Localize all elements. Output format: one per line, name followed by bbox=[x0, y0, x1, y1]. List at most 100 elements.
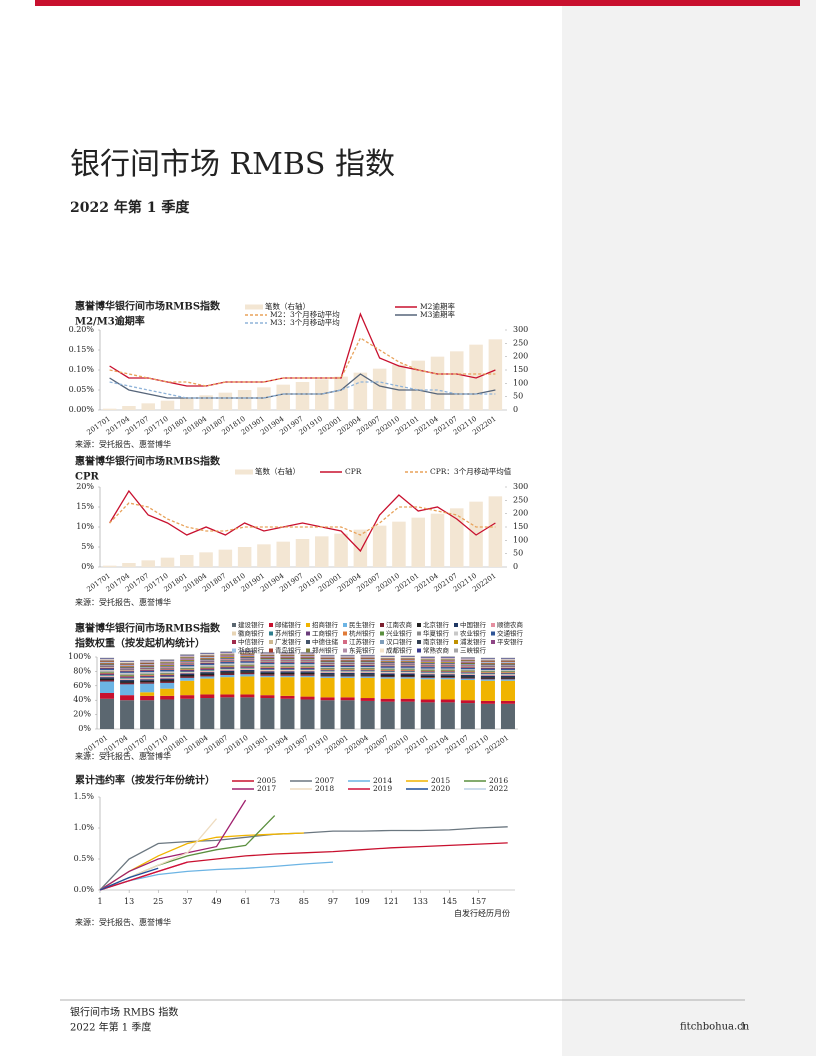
series-line bbox=[99, 861, 188, 891]
bar-segment bbox=[200, 663, 215, 665]
bar-segment bbox=[140, 673, 155, 675]
bar-segment bbox=[240, 652, 255, 654]
bar-segment bbox=[440, 677, 455, 678]
bar-segment bbox=[240, 655, 255, 657]
bar-segment bbox=[280, 677, 295, 696]
legend-label: 中德住储 bbox=[312, 637, 339, 646]
bar-segment bbox=[260, 657, 275, 658]
bar-segment bbox=[140, 667, 155, 669]
bar-segment bbox=[360, 664, 375, 666]
bar-segment bbox=[340, 662, 355, 663]
bar-segment bbox=[440, 669, 455, 671]
bar-segment bbox=[120, 662, 135, 663]
bar-segment bbox=[180, 680, 195, 696]
chart-title: 惠誉博华银行间市场RMBS指数 bbox=[75, 300, 221, 313]
bar-segment bbox=[400, 661, 415, 663]
series-line bbox=[99, 861, 334, 891]
bar-segment bbox=[320, 664, 335, 666]
bar-segment bbox=[480, 658, 495, 660]
bar-segment bbox=[360, 658, 375, 660]
bar-segment bbox=[260, 698, 275, 729]
bar-segment bbox=[480, 671, 495, 673]
x-tick-label: 73 bbox=[270, 897, 280, 906]
bar-segment bbox=[360, 677, 375, 699]
bar-segment bbox=[100, 664, 115, 665]
legend-label: CPR：3个月移动平均值 bbox=[430, 466, 512, 476]
bar-segment bbox=[240, 654, 255, 656]
bar-segment bbox=[160, 680, 175, 682]
legend-label: 2017 bbox=[257, 784, 276, 793]
legend-swatch bbox=[245, 304, 263, 310]
bar-segment bbox=[200, 654, 215, 655]
bar-segment bbox=[360, 660, 375, 662]
legend-label: CPR bbox=[345, 467, 362, 476]
bar bbox=[276, 541, 290, 567]
bar-segment bbox=[340, 667, 355, 668]
bar-segment bbox=[120, 665, 135, 667]
bar-segment bbox=[460, 659, 475, 661]
bar-segment bbox=[220, 659, 235, 661]
bar-segment bbox=[140, 670, 155, 673]
legend-label: 顺德农商 bbox=[497, 620, 524, 629]
bar-segment bbox=[180, 669, 195, 672]
bar-segment bbox=[480, 672, 495, 674]
bar-segment bbox=[240, 651, 255, 652]
bar-segment bbox=[340, 672, 355, 675]
bar-segment bbox=[120, 670, 135, 672]
bar-segment bbox=[220, 660, 235, 662]
bar-segment bbox=[440, 658, 455, 660]
bar-segment bbox=[340, 657, 355, 659]
legend-label: 2019 bbox=[373, 784, 392, 793]
bar-segment bbox=[360, 657, 375, 659]
bar-segment bbox=[500, 672, 515, 673]
bar-segment bbox=[440, 666, 455, 668]
bar-segment bbox=[300, 667, 315, 670]
bar-segment bbox=[280, 667, 295, 670]
legend-label: 2007 bbox=[315, 776, 334, 785]
bar-segment bbox=[480, 700, 495, 704]
bar-segment bbox=[260, 670, 275, 672]
bar-segment bbox=[240, 659, 255, 661]
y2-tick-label: 250 bbox=[513, 338, 528, 347]
bar-segment bbox=[240, 697, 255, 729]
bar-segment bbox=[280, 675, 295, 678]
bar-segment bbox=[320, 675, 335, 677]
bar-segment bbox=[220, 651, 235, 652]
bar-segment bbox=[160, 677, 175, 679]
legend-swatch bbox=[491, 631, 495, 636]
bar-segment bbox=[120, 660, 135, 662]
bar-segment bbox=[480, 675, 495, 676]
bar-segment bbox=[120, 662, 135, 664]
bar-segment bbox=[240, 656, 255, 657]
y-tick-label: 20% bbox=[73, 710, 91, 719]
bar-segment bbox=[360, 656, 375, 657]
bar-segment bbox=[380, 671, 395, 673]
bar-segment bbox=[120, 667, 135, 669]
bar-segment bbox=[200, 656, 215, 657]
footer-period: 2022 年第 1 季度 bbox=[70, 1021, 151, 1034]
bar-segment bbox=[260, 653, 275, 655]
bar-segment bbox=[280, 665, 295, 667]
bar-segment bbox=[480, 680, 495, 701]
bar bbox=[237, 547, 252, 567]
legend-swatch bbox=[235, 469, 253, 475]
legend-swatch bbox=[232, 648, 236, 653]
bar-segment bbox=[320, 670, 335, 672]
bar-segment bbox=[420, 661, 435, 663]
legend-label: 民生银行 bbox=[349, 620, 376, 629]
sidebar bbox=[562, 0, 816, 1056]
bar-segment bbox=[340, 659, 355, 661]
bar-segment bbox=[260, 652, 275, 654]
bar-segment bbox=[420, 664, 435, 665]
bar-segment bbox=[360, 669, 375, 671]
bar-segment bbox=[440, 670, 455, 672]
bar-segment bbox=[300, 675, 315, 678]
bar-segment bbox=[480, 662, 495, 664]
bar-segment bbox=[300, 669, 315, 671]
bar-segment bbox=[320, 662, 335, 664]
legend-swatch bbox=[417, 623, 421, 627]
bar-segment bbox=[480, 668, 495, 670]
bar-segment bbox=[160, 663, 175, 665]
bar-segment bbox=[400, 655, 415, 657]
legend-label: 工商银行 bbox=[312, 629, 339, 638]
